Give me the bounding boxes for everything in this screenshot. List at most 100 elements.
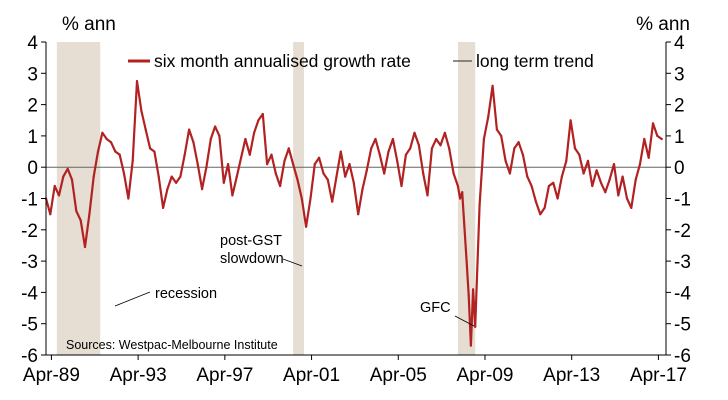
data-point <box>543 206 546 209</box>
shaded-period-2 <box>457 42 476 355</box>
data-point <box>266 163 269 166</box>
data-point <box>201 188 204 191</box>
data-point <box>339 150 342 153</box>
data-point <box>656 134 659 137</box>
data-point <box>292 163 295 166</box>
data-point <box>335 175 338 178</box>
data-point <box>162 206 165 209</box>
right-y-tick-label: -4 <box>674 283 691 304</box>
legend-label-trend: long term trend <box>476 51 594 71</box>
data-point <box>57 194 61 197</box>
data-point <box>196 163 199 166</box>
left-y-tick-label: 0 <box>27 158 38 179</box>
data-point <box>361 188 364 191</box>
data-point <box>322 172 325 175</box>
data-point <box>244 137 247 141</box>
right-y-tick-label: 4 <box>674 33 685 54</box>
data-point <box>157 175 160 178</box>
data-point <box>331 200 334 203</box>
data-point <box>517 141 520 144</box>
right-y-tick-label: 3 <box>674 64 685 85</box>
data-point <box>53 184 56 188</box>
data-point <box>227 163 230 166</box>
data-point <box>365 169 368 172</box>
data-point <box>556 197 559 200</box>
data-point <box>491 84 494 87</box>
left-y-tick-label: 4 <box>27 33 38 54</box>
data-point <box>478 203 481 206</box>
right-y-tick-label: -5 <box>674 315 691 336</box>
data-point <box>621 175 624 178</box>
data-point <box>591 184 594 188</box>
left-y-tick-label: -6 <box>21 346 38 367</box>
data-point <box>560 175 564 178</box>
data-point <box>521 153 525 156</box>
data-point <box>467 294 470 297</box>
x-tick-label: Apr-05 <box>370 365 427 386</box>
data-point <box>62 175 65 178</box>
data-point <box>305 225 308 228</box>
data-point <box>617 194 620 197</box>
shaded-period-1 <box>293 42 304 355</box>
x-tick-label: Apr-09 <box>456 365 513 386</box>
data-point <box>469 344 472 347</box>
data-point <box>647 156 650 159</box>
right-unit-label: % ann <box>636 14 690 35</box>
data-point <box>170 175 173 178</box>
data-point <box>582 172 585 175</box>
data-point <box>374 137 377 141</box>
left-y-tick-label: -3 <box>21 252 38 273</box>
data-point <box>487 116 490 119</box>
data-point <box>135 80 139 83</box>
data-point <box>49 213 52 216</box>
data-point <box>599 181 603 184</box>
data-point <box>651 122 655 125</box>
data-point <box>352 181 355 184</box>
annotations: recession post-GST slowdown GFC <box>114 233 475 327</box>
data-point <box>70 178 74 181</box>
data-point <box>88 213 91 216</box>
data-point <box>127 197 130 200</box>
right-y-tick-label: -2 <box>674 221 691 242</box>
data-point <box>261 112 264 116</box>
data-point <box>569 119 572 122</box>
left-y-tick-label: -2 <box>21 221 38 242</box>
data-point <box>122 172 126 175</box>
data-point <box>257 119 260 122</box>
data-point <box>101 131 104 134</box>
right-y-tick-label: 1 <box>674 127 685 148</box>
data-point <box>565 159 568 162</box>
right-y-tick-label: 2 <box>674 96 685 117</box>
data-point <box>283 159 286 162</box>
data-point <box>66 167 69 170</box>
data-point <box>409 147 412 150</box>
data-point <box>463 225 466 228</box>
data-point <box>344 175 347 178</box>
annotation-gfc: GFC <box>420 300 451 316</box>
data-point <box>370 147 373 150</box>
series-line-0 <box>44 79 663 347</box>
annotation-gfc-leader <box>454 315 475 327</box>
data-point <box>608 178 611 181</box>
data-point <box>534 200 538 203</box>
x-tick-label: Apr-01 <box>283 365 340 386</box>
data-point <box>435 137 438 141</box>
data-point <box>430 147 433 150</box>
data-point <box>179 175 182 178</box>
annotation-slowdown: slowdown <box>220 251 284 267</box>
data-point <box>472 288 475 291</box>
legend-label-growth: six month annualised growth rate <box>154 51 411 71</box>
data-point <box>439 144 442 147</box>
data-point <box>92 175 95 178</box>
data-point <box>443 131 446 134</box>
data-point <box>539 213 542 216</box>
data-point <box>309 197 312 200</box>
data-point <box>474 325 477 328</box>
data-point <box>530 184 533 188</box>
data-point <box>218 134 221 137</box>
data-point <box>287 147 290 150</box>
data-point <box>526 175 529 178</box>
data-point <box>643 137 646 141</box>
data-point <box>279 184 282 188</box>
x-tick-label: Apr-17 <box>630 365 687 386</box>
